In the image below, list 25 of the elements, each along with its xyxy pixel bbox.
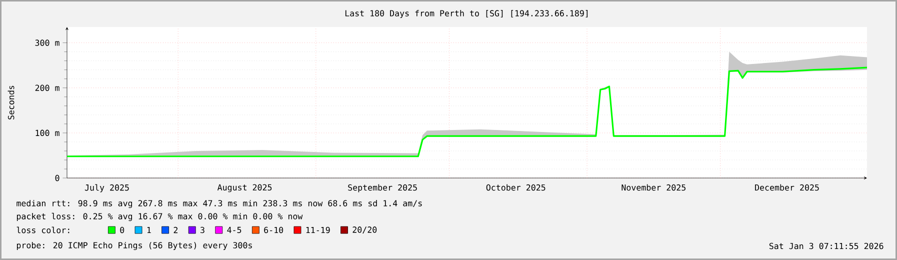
legend-title: loss color: <box>16 226 70 234</box>
text: Sat Jan 3 07:11:55 2026 <box>769 242 884 250</box>
text: packet loss: 0.25 % avg 16.67 % max 0.00 % min 0.00 % now <box>16 212 303 222</box>
y-tick-label: 0 <box>55 174 60 182</box>
y-axis-title: Seconds <box>8 86 14 120</box>
text: median rtt: 98.9 ms avg 267.8 ms max 47.3 ms min 238.3 ms now 68.6 ms sd 1.4 am/s <box>16 200 422 208</box>
chart-title: Last 180 Days from Perth to [SG] [194.233.66.189] <box>345 10 588 18</box>
y-tick-label: 300 m <box>35 40 60 46</box>
legend-label: 3 <box>200 226 204 234</box>
legend-label: 2 <box>174 226 178 234</box>
x-tick-label: September 2025 <box>348 184 417 192</box>
x-tick-label: December 2025 <box>755 184 819 191</box>
y-tick-label: 200 m <box>35 84 60 91</box>
x-tick-label: August 2025 <box>217 184 272 192</box>
legend-label: 11-19 <box>306 226 330 234</box>
legend-label: 0 <box>120 226 124 234</box>
x-tick-label: October 2025 <box>486 184 546 191</box>
y-tick-label: 100 m <box>36 130 60 136</box>
legend-label: 20/20 <box>352 226 377 234</box>
x-tick-label: November 2025 <box>622 184 686 191</box>
x-tick-label: July 2025 <box>84 184 129 192</box>
legend-label: 4-5 <box>227 226 242 234</box>
legend-label: 6-10 <box>264 226 284 234</box>
text: probe: 20 ICMP Echo Pings (56 Bytes) every 300s <box>16 242 252 250</box>
legend-label: 1 <box>147 226 151 234</box>
